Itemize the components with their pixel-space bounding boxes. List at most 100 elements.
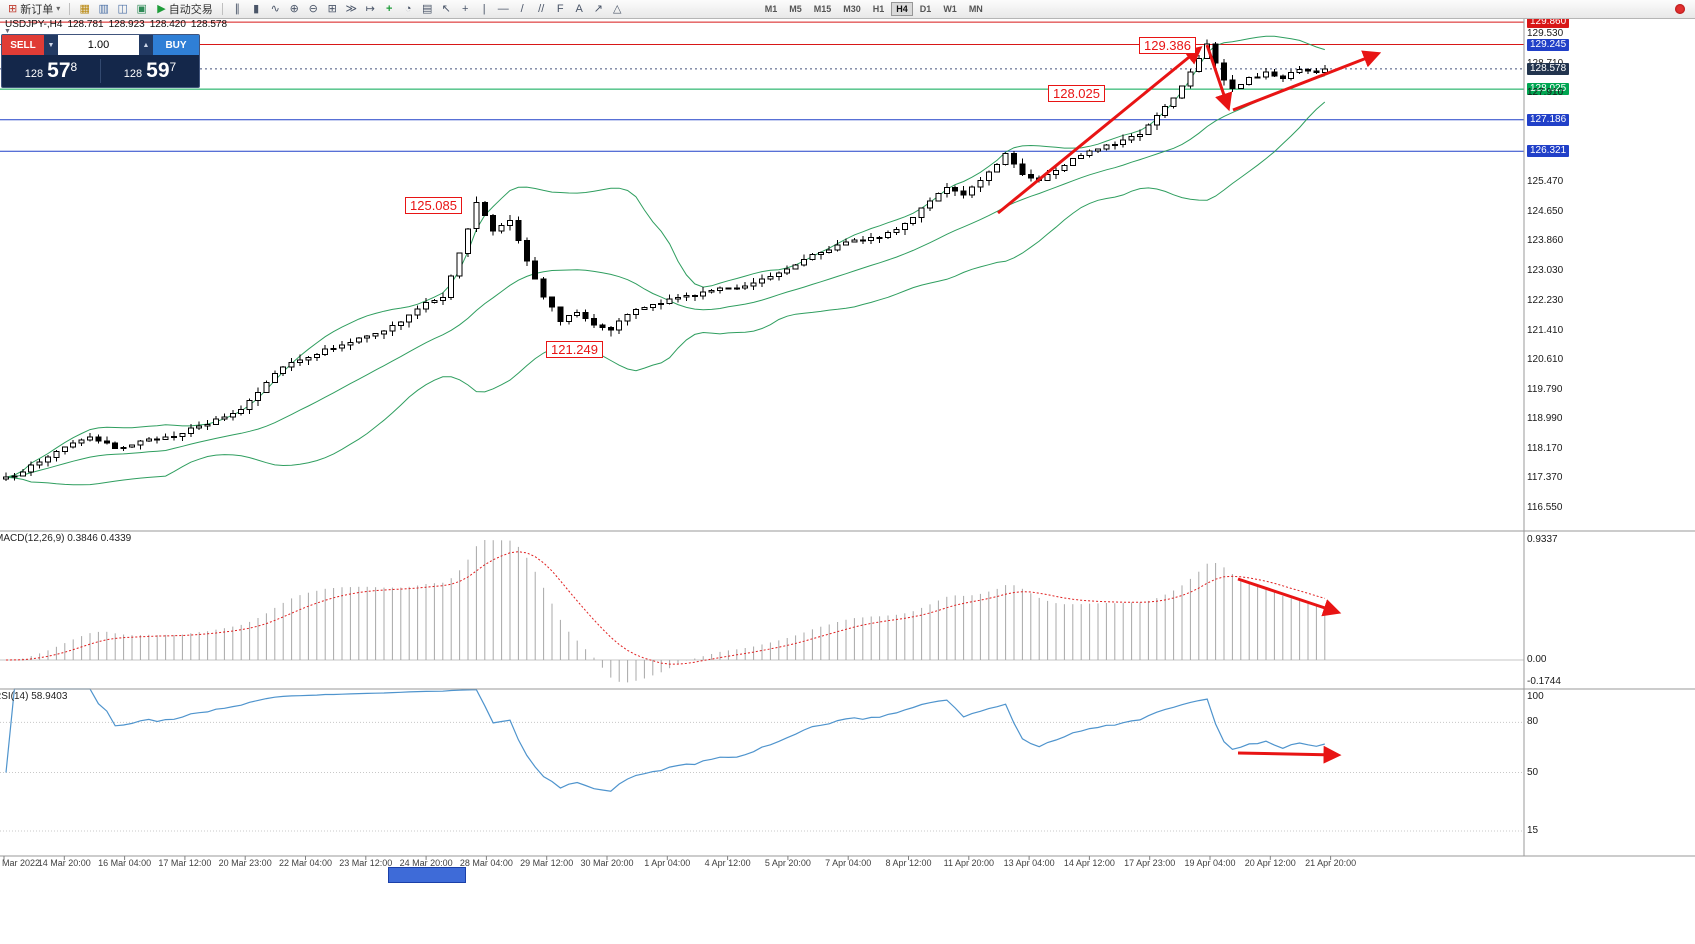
time-axis-label: 20 Apr 12:00 (1244, 858, 1296, 868)
cursor-icon[interactable]: ↖ (441, 2, 451, 15)
time-axis-label: 30 Mar 20:00 (580, 858, 634, 868)
rsi-scale-label: 100 (1527, 691, 1544, 702)
trend-arrow[interactable] (1232, 50, 1382, 112)
sell-price-int: 128 (24, 68, 44, 80)
timeframe-m15-button[interactable]: M15 (809, 2, 837, 16)
fibonacci-icon[interactable]: F (556, 2, 564, 15)
price-scale-tick: 127.910 (1527, 87, 1564, 99)
notification-icon[interactable] (1675, 4, 1685, 14)
time-axis-label: 4 Apr 12:00 (704, 858, 751, 868)
time-axis-label: 7 Apr 04:00 (825, 858, 872, 868)
sell-button[interactable]: SELL (2, 35, 44, 55)
toolbar-separator (221, 3, 223, 15)
time-axis-label: 17 Mar 12:00 (158, 858, 212, 868)
periods-icon[interactable]: ◔ (404, 2, 412, 15)
arrows-icon[interactable]: ↗ (593, 2, 603, 15)
channel-icon[interactable]: // (538, 2, 545, 15)
zoom-in-icon[interactable]: ⊕ (289, 2, 299, 15)
bollinger-bands (5, 35, 1326, 486)
timeframe-h1-button[interactable]: H1 (868, 2, 890, 16)
price-level-green-label: 128.025 (1527, 83, 1570, 96)
time-axis-label: Mar 2022 (2, 858, 41, 868)
lot-increase-button[interactable]: ▲ (139, 35, 153, 55)
data-window-icon[interactable]: ▥ (98, 2, 109, 15)
price-scale-tick: 119.790 (1527, 383, 1563, 395)
crosshair-icon[interactable]: + (461, 2, 469, 15)
autotrading-label: 自动交易 (168, 4, 213, 16)
trend-arrow[interactable] (1237, 577, 1342, 617)
sell-price-display[interactable]: 128 578 (2, 59, 100, 83)
time-axis-label: 28 Mar 04:00 (459, 858, 513, 868)
time-axis-label: 16 Mar 04:00 (98, 858, 152, 868)
lot-size-input[interactable]: 1.00 (58, 35, 139, 55)
chevron-down-icon: ▾ (56, 4, 61, 13)
buy-price-display[interactable]: 128 597 (100, 59, 199, 83)
bottom-blue-box[interactable] (388, 867, 466, 883)
price-scale-tick: 129.530 (1527, 28, 1564, 40)
play-icon: ▶ (157, 2, 166, 15)
candlestick-chart-icon[interactable]: ▮ (253, 2, 260, 15)
sell-price-pips: 57 (47, 59, 71, 82)
buy-button[interactable]: BUY (153, 35, 199, 55)
price-scale-tick: 123.860 (1527, 235, 1564, 247)
chart-shift-icon[interactable]: ↦ (365, 2, 375, 15)
horizontal-line-icon[interactable]: — (497, 2, 509, 15)
bar-chart-icon[interactable]: ∥ (234, 2, 240, 15)
price-annotation-label[interactable]: 128.025 (1048, 85, 1105, 102)
annotation-arrows[interactable] (997, 44, 1382, 764)
timeframe-mn-button[interactable]: MN (964, 2, 988, 16)
high-value: 128.923 (108, 19, 145, 30)
tile-windows-icon[interactable]: ⊞ (327, 2, 337, 15)
navigator-icon[interactable]: ◫ (117, 2, 128, 15)
zoom-out-icon[interactable]: ⊖ (308, 2, 318, 15)
macd-scale-max: 0.9337 (1527, 534, 1558, 546)
trend-arrow[interactable] (1205, 44, 1233, 112)
timeframe-m30-button[interactable]: M30 (838, 2, 866, 16)
new-order-button[interactable]: ⊞ 新订单 ▾ (4, 1, 64, 17)
indicators-icon[interactable]: + (385, 2, 393, 15)
price-scale-tick: 125.470 (1527, 176, 1564, 188)
timeframe-h4-button[interactable]: H4 (891, 2, 913, 16)
timeframe-d1-button[interactable]: D1 (915, 2, 937, 16)
timeframe-m5-button[interactable]: M5 (784, 2, 807, 16)
one-click-panel-toggle[interactable]: ▼ (4, 28, 11, 35)
price-scale-tick: 118.990 (1527, 412, 1563, 424)
text-icon[interactable]: A (575, 2, 583, 15)
price-annotation-label[interactable]: 121.249 (546, 341, 603, 358)
price-level-blue-label: 127.186 (1527, 113, 1570, 126)
rsi-pane (0, 688, 1524, 832)
toolbar: ⊞ 新订单 ▾ ▦ ▥ ◫ ▣ ▶ 自动交易 ∥ ▮ ∿ ⊕ ⊖ ⊞ ≫ ↦ + ◔ ▤ ↖ + | — ///F A… (0, 0, 1695, 19)
market-watch-icon[interactable]: ▦ (79, 2, 90, 15)
price-annotation-label[interactable]: 129.386 (1139, 37, 1196, 54)
macd-scale-zero: 0.00 (1527, 654, 1547, 665)
line-chart-icon[interactable]: ∿ (270, 2, 280, 15)
timeframe-m1-button[interactable]: M1 (760, 2, 783, 16)
shapes-icon[interactable]: △ (612, 2, 622, 15)
axis-ticks-and-separators (0, 17, 1695, 860)
auto-scroll-icon[interactable]: ≫ (345, 2, 357, 15)
time-axis-label: 24 Mar 20:00 (399, 858, 453, 868)
trend-arrow[interactable] (997, 46, 1203, 215)
autotrading-button[interactable]: ▶ 自动交易 (153, 1, 216, 17)
vertical-line-icon[interactable]: | (482, 2, 486, 15)
templates-icon[interactable]: ▤ (422, 2, 433, 15)
lot-decrease-button[interactable]: ▼ (44, 35, 58, 55)
time-axis-label: 17 Apr 23:00 (1124, 858, 1176, 868)
price-scale-tick: 116.550 (1527, 501, 1563, 513)
time-axis-label: 1 Apr 04:00 (644, 858, 691, 868)
rsi-scale-label: 50 (1527, 766, 1539, 778)
price-level-red-label: 129.860 (1527, 16, 1570, 29)
price-scale-tick: 118.170 (1527, 442, 1563, 454)
sell-price-point: 8 (70, 60, 78, 74)
trendline-icon[interactable]: / (520, 2, 524, 15)
timeframe-w1-button[interactable]: W1 (938, 2, 962, 16)
price-level-blue-label: 129.245 (1527, 38, 1570, 51)
toolbar-separator (69, 3, 71, 15)
time-axis-label: 22 Mar 04:00 (278, 858, 333, 868)
terminal-icon[interactable]: ▣ (136, 2, 147, 15)
horizontal-level-lines[interactable] (0, 21, 1524, 152)
price-annotation-label[interactable]: 125.085 (405, 197, 462, 214)
chart-ohlc-header: USDJPY-,H4 128.781 128.923 128.420 128.578 (5, 19, 232, 30)
trend-arrow[interactable] (1237, 745, 1342, 764)
